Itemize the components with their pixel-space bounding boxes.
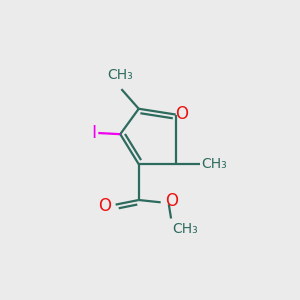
Text: O: O bbox=[165, 192, 178, 210]
Text: CH₃: CH₃ bbox=[107, 68, 133, 82]
Text: CH₃: CH₃ bbox=[201, 157, 227, 171]
Text: O: O bbox=[175, 105, 188, 123]
Text: CH₃: CH₃ bbox=[172, 222, 198, 236]
Text: I: I bbox=[91, 124, 97, 142]
Text: O: O bbox=[98, 197, 111, 215]
